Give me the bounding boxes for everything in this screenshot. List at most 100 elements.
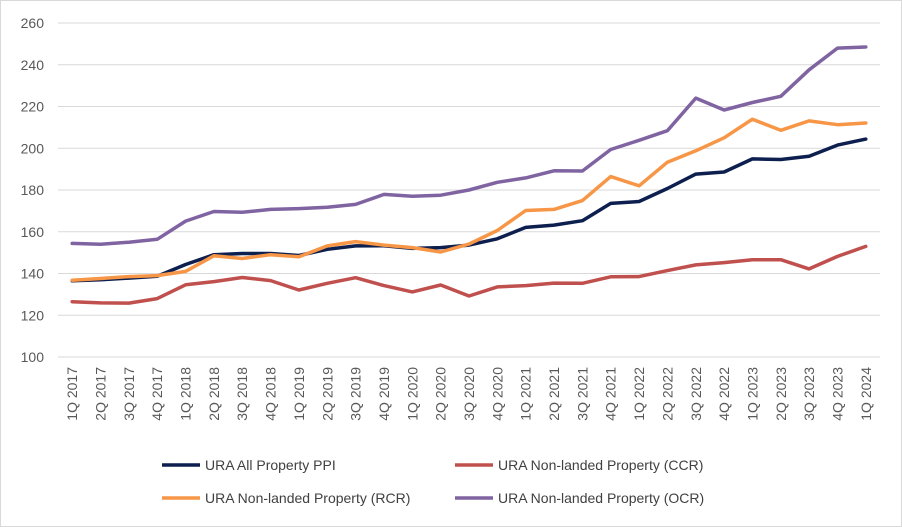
data-point — [297, 255, 300, 258]
data-point — [723, 109, 726, 112]
data-point — [751, 101, 754, 104]
data-point — [496, 181, 499, 184]
x-tick-label: 4Q 2018 — [263, 367, 279, 421]
data-point — [524, 284, 527, 287]
data-point — [439, 194, 442, 197]
y-tick-label: 260 — [21, 15, 45, 31]
legend-label: URA Non-landed Property (OCR) — [498, 490, 704, 506]
y-tick-label: 120 — [21, 307, 45, 323]
y-tick-label: 220 — [21, 99, 45, 115]
x-tick-label: 4Q 2023 — [829, 367, 845, 421]
data-point — [354, 276, 357, 279]
x-tick-label: 2Q 2021 — [546, 367, 562, 421]
data-point — [751, 258, 754, 261]
data-point — [836, 255, 839, 258]
x-tick-label: 1Q 2023 — [744, 367, 760, 421]
data-point — [808, 119, 811, 122]
data-point — [723, 171, 726, 174]
data-point — [71, 279, 74, 282]
data-point — [326, 248, 329, 251]
data-point — [354, 203, 357, 206]
data-point — [751, 157, 754, 160]
x-tick-label: 2Q 2018 — [206, 367, 222, 421]
data-point — [439, 250, 442, 253]
data-point — [638, 139, 641, 142]
data-point — [241, 211, 244, 214]
data-point — [269, 208, 272, 211]
data-point — [524, 209, 527, 212]
data-point — [496, 229, 499, 232]
y-tick-label: 240 — [21, 57, 45, 73]
data-point — [156, 297, 159, 300]
data-point — [864, 138, 867, 141]
data-point — [382, 193, 385, 196]
data-point — [836, 123, 839, 126]
data-point — [439, 246, 442, 249]
x-tick-label: 1Q 2019 — [291, 367, 307, 421]
data-point — [297, 288, 300, 291]
data-point — [269, 279, 272, 282]
data-point — [864, 46, 867, 49]
data-point — [553, 282, 556, 285]
data-point — [184, 263, 187, 266]
data-point — [326, 282, 329, 285]
x-tick-label: 2Q 2020 — [433, 367, 449, 421]
data-point — [496, 285, 499, 288]
data-point — [127, 302, 130, 305]
x-tick-label: 1Q 2017 — [64, 367, 80, 421]
x-tick-label: 1Q 2018 — [178, 367, 194, 421]
x-tick-label: 1Q 2021 — [518, 367, 534, 421]
data-point — [609, 202, 612, 205]
x-tick-label: 4Q 2017 — [149, 367, 165, 421]
data-point — [354, 240, 357, 243]
y-tick-label: 200 — [21, 140, 45, 156]
data-point — [99, 243, 102, 246]
data-point — [638, 184, 641, 187]
x-tick-label: 4Q 2022 — [716, 367, 732, 421]
data-point — [99, 277, 102, 280]
x-tick-label: 3Q 2018 — [234, 367, 250, 421]
data-point — [553, 169, 556, 172]
data-point — [382, 284, 385, 287]
x-tick-label: 4Q 2020 — [489, 367, 505, 421]
data-point — [666, 187, 669, 190]
x-tick-label: 1Q 2020 — [404, 367, 420, 421]
data-point — [779, 158, 782, 161]
data-point — [156, 274, 159, 277]
x-tick-label: 3Q 2020 — [461, 367, 477, 421]
data-point — [468, 295, 471, 298]
x-tick-label: 3Q 2021 — [574, 367, 590, 421]
data-point — [411, 195, 414, 198]
y-tick-label: 160 — [21, 224, 45, 240]
data-point — [269, 253, 272, 256]
data-point — [864, 121, 867, 124]
data-point — [468, 243, 471, 246]
data-point — [524, 226, 527, 229]
data-point — [468, 189, 471, 192]
y-tick-label: 140 — [21, 266, 45, 282]
data-point — [581, 170, 584, 173]
data-point — [212, 210, 215, 213]
x-tick-label: 2Q 2023 — [773, 367, 789, 421]
x-tick-label: 3Q 2022 — [688, 367, 704, 421]
series-line-3 — [70, 117, 868, 282]
data-point — [808, 68, 811, 71]
data-point — [71, 242, 74, 245]
data-point — [779, 258, 782, 261]
data-point — [156, 238, 159, 241]
legend-label: URA All Property PPI — [205, 457, 336, 473]
data-point — [411, 290, 414, 293]
data-point — [864, 245, 867, 248]
data-point — [779, 95, 782, 98]
data-point — [666, 269, 669, 272]
data-point — [354, 244, 357, 247]
data-point — [326, 206, 329, 209]
data-point — [609, 275, 612, 278]
data-point — [99, 301, 102, 304]
data-point — [581, 219, 584, 222]
series-line-4 — [70, 45, 868, 247]
data-point — [808, 155, 811, 158]
data-point — [212, 280, 215, 283]
data-point — [694, 263, 697, 266]
